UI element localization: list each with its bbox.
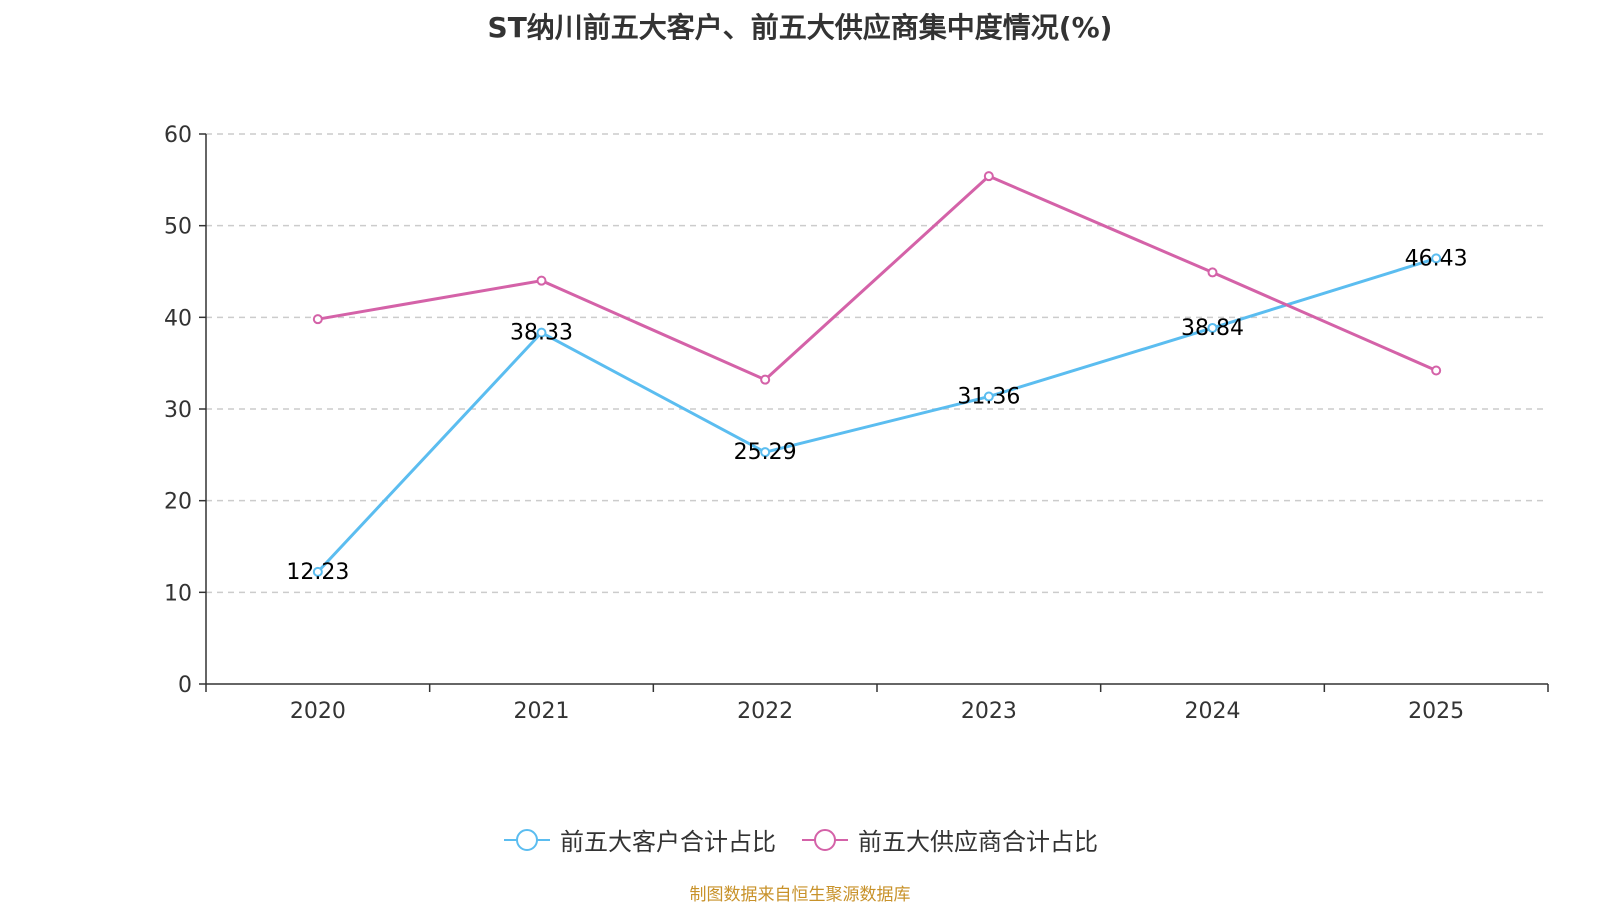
y-tick-label-0: 0 bbox=[178, 673, 192, 698]
point-supplier-2021 bbox=[536, 275, 547, 286]
data-label-customer-2020: 12.23 bbox=[286, 560, 349, 585]
data-label-customer-2025: 46.43 bbox=[1405, 246, 1468, 271]
data-label-customer-2022: 25.29 bbox=[734, 440, 797, 465]
legend-marker-supplier-icon bbox=[802, 828, 848, 851]
label-layer: 12.23 38.33 25.29 31.36 38.84 46.43 bbox=[286, 246, 1467, 585]
point-customer-2020 bbox=[312, 566, 323, 577]
y-tick-label-40: 40 bbox=[164, 306, 192, 331]
point-supplier-2020 bbox=[312, 314, 323, 325]
data-label-customer-2021: 38.33 bbox=[510, 321, 573, 346]
legend: 前五大客户合计占比 前五大供应商合计占比 bbox=[0, 822, 1600, 857]
legend-label-customer: 前五大客户合计占比 bbox=[560, 828, 776, 856]
series-line-customer bbox=[316, 256, 1437, 573]
point-customer-2022 bbox=[760, 447, 771, 458]
point-supplier-2023 bbox=[983, 171, 994, 182]
x-tick-label-2024: 2024 bbox=[1185, 699, 1241, 724]
series-line-supplier bbox=[317, 174, 1437, 382]
x-tick-label-2020: 2020 bbox=[290, 699, 346, 724]
x-tick-label-2021: 2021 bbox=[514, 699, 570, 724]
axis-layer: 0 10 20 30 40 50 60 2020 2021 2022 2023 2024 2025 bbox=[164, 123, 1549, 724]
point-customer-2024 bbox=[1207, 322, 1218, 333]
legend-item-customer[interactable]: 前五大客户合计占比 bbox=[502, 822, 776, 857]
y-tick-label-60: 60 bbox=[164, 123, 192, 148]
data-label-customer-2023: 31.36 bbox=[957, 385, 1020, 410]
point-customer-2021 bbox=[536, 327, 547, 338]
x-tick-label-2023: 2023 bbox=[961, 699, 1017, 724]
point-customer-2023 bbox=[983, 391, 994, 402]
legend-label-supplier: 前五大供应商合计占比 bbox=[858, 828, 1098, 856]
point-customer-2025 bbox=[1431, 253, 1442, 264]
point-supplier-2022 bbox=[760, 374, 771, 385]
y-tick-label-50: 50 bbox=[164, 215, 192, 240]
point-supplier-2025 bbox=[1431, 365, 1442, 376]
series-layer bbox=[312, 171, 1442, 577]
legend-marker-customer-icon bbox=[504, 828, 550, 851]
y-tick-label-30: 30 bbox=[164, 398, 192, 423]
legend-item-supplier[interactable]: 前五大供应商合计占比 bbox=[800, 822, 1098, 857]
point-supplier-2024 bbox=[1207, 267, 1218, 278]
x-tick-label-2025: 2025 bbox=[1408, 699, 1464, 724]
y-tick-label-20: 20 bbox=[164, 490, 192, 515]
x-tick-label-2022: 2022 bbox=[737, 699, 793, 724]
grid-layer bbox=[206, 133, 1548, 594]
y-tick-label-10: 10 bbox=[164, 581, 192, 606]
source-note: 制图数据来自恒生聚源数据库 bbox=[689, 885, 911, 905]
data-label-customer-2024: 38.84 bbox=[1181, 316, 1244, 341]
chart-title: ST纳川前五大客户、前五大供应商集中度情况(%) bbox=[487, 11, 1113, 44]
